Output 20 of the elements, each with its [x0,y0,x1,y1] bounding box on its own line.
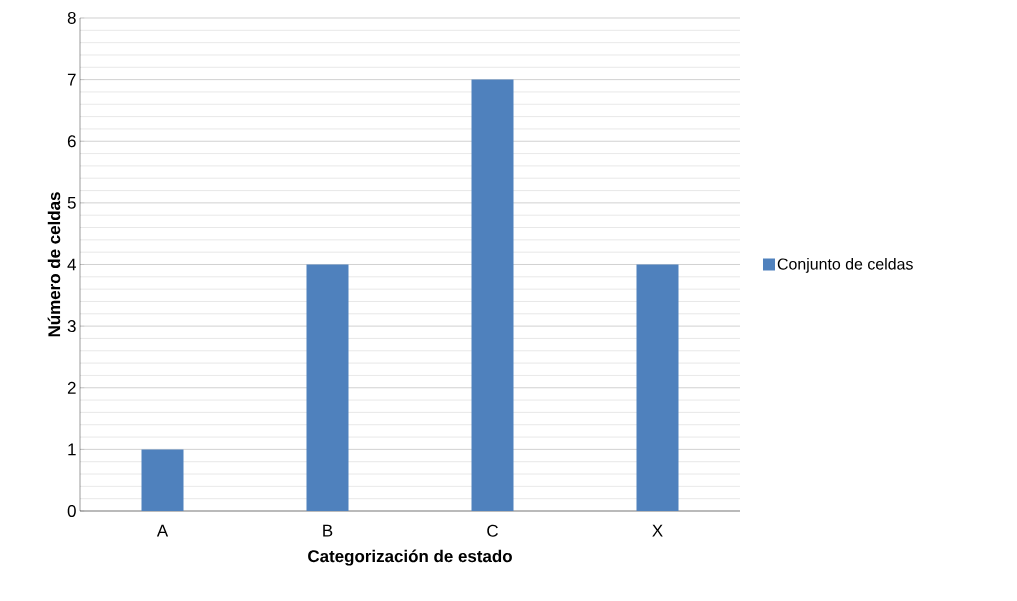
y-tick-label: 1 [68,443,76,456]
legend-label: Conjunto de celdas [777,257,913,273]
bar [636,264,679,511]
y-axis-title: Número de celdas [47,192,61,337]
bar [141,449,184,511]
x-tick-label: B [323,524,333,537]
y-tick-label: 2 [67,381,76,394]
x-tick-label: C [487,524,498,537]
y-tick-label: 6 [67,135,76,148]
y-tick-label: 8 [67,12,76,24]
bar [471,79,514,511]
bar [306,264,349,511]
x-axis-title: Categorización de estado [308,549,512,566]
y-tick-label: 5 [67,196,76,209]
y-tick-label: 7 [67,73,76,86]
x-tick-label: X [652,524,663,537]
y-tick-label: 4 [67,258,76,271]
y-tick-label: 3 [67,320,76,333]
y-tick-label: 0 [67,505,76,517]
x-tick-label: A [156,524,169,537]
